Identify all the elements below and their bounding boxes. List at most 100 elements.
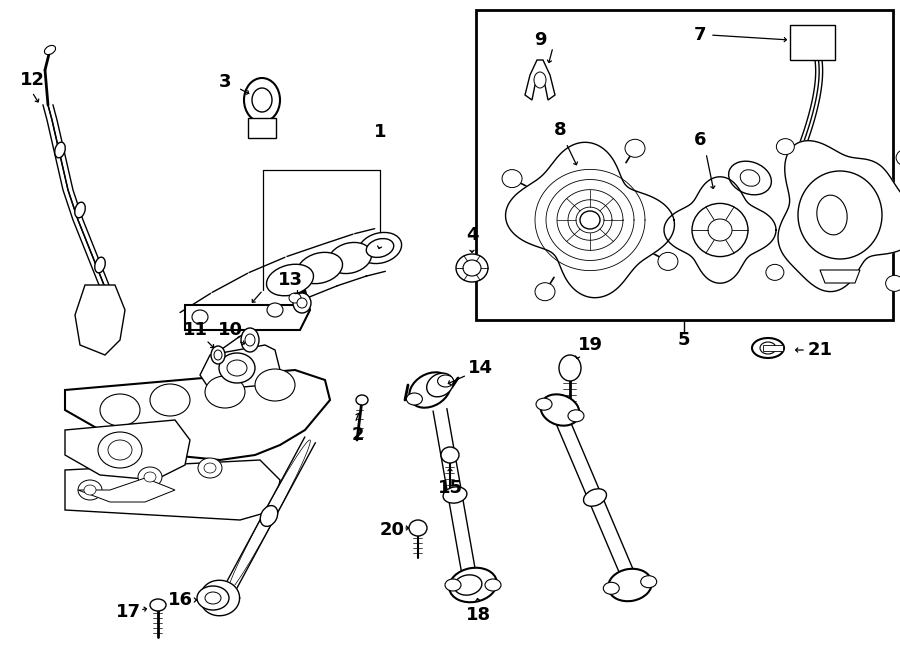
Ellipse shape bbox=[502, 169, 522, 187]
Ellipse shape bbox=[252, 88, 272, 112]
Ellipse shape bbox=[896, 150, 900, 166]
Polygon shape bbox=[506, 142, 674, 298]
Ellipse shape bbox=[244, 78, 280, 122]
Ellipse shape bbox=[198, 458, 222, 478]
Polygon shape bbox=[75, 285, 125, 355]
Ellipse shape bbox=[150, 384, 190, 416]
Text: 20: 20 bbox=[380, 521, 404, 539]
Ellipse shape bbox=[289, 293, 301, 303]
Ellipse shape bbox=[798, 171, 882, 259]
Text: 12: 12 bbox=[20, 71, 44, 89]
Text: 13: 13 bbox=[277, 271, 302, 289]
Ellipse shape bbox=[197, 586, 229, 610]
Ellipse shape bbox=[740, 169, 760, 186]
Ellipse shape bbox=[144, 472, 156, 482]
Ellipse shape bbox=[100, 394, 140, 426]
Ellipse shape bbox=[443, 487, 467, 503]
Ellipse shape bbox=[108, 440, 132, 460]
Text: 5: 5 bbox=[678, 331, 690, 349]
Ellipse shape bbox=[204, 463, 216, 473]
Ellipse shape bbox=[536, 398, 552, 410]
Ellipse shape bbox=[445, 579, 461, 591]
Ellipse shape bbox=[766, 264, 784, 281]
Ellipse shape bbox=[625, 139, 645, 158]
Ellipse shape bbox=[192, 310, 208, 324]
Ellipse shape bbox=[260, 506, 278, 526]
Polygon shape bbox=[65, 460, 280, 520]
Ellipse shape bbox=[241, 328, 259, 352]
Ellipse shape bbox=[608, 569, 652, 601]
Polygon shape bbox=[778, 140, 900, 291]
Text: 10: 10 bbox=[218, 321, 242, 339]
Ellipse shape bbox=[214, 350, 222, 360]
Ellipse shape bbox=[205, 376, 245, 408]
Ellipse shape bbox=[437, 375, 454, 387]
Ellipse shape bbox=[441, 447, 459, 463]
Ellipse shape bbox=[267, 303, 283, 317]
Ellipse shape bbox=[44, 46, 56, 54]
Polygon shape bbox=[185, 290, 310, 330]
Ellipse shape bbox=[708, 219, 732, 241]
Ellipse shape bbox=[603, 583, 619, 594]
Text: 18: 18 bbox=[465, 606, 491, 624]
Text: 1: 1 bbox=[374, 123, 386, 141]
Ellipse shape bbox=[78, 480, 102, 500]
Text: 9: 9 bbox=[534, 31, 546, 49]
Text: 21: 21 bbox=[807, 341, 833, 359]
Ellipse shape bbox=[559, 355, 581, 381]
Ellipse shape bbox=[94, 257, 105, 273]
Bar bbox=[248, 118, 276, 138]
Text: 14: 14 bbox=[467, 359, 492, 377]
Ellipse shape bbox=[886, 275, 900, 291]
Text: 15: 15 bbox=[437, 479, 463, 497]
Ellipse shape bbox=[211, 346, 225, 364]
Text: 6: 6 bbox=[694, 131, 706, 149]
Polygon shape bbox=[820, 270, 860, 283]
Ellipse shape bbox=[407, 393, 422, 405]
Ellipse shape bbox=[205, 592, 221, 604]
Ellipse shape bbox=[75, 202, 86, 218]
Ellipse shape bbox=[219, 353, 255, 383]
Ellipse shape bbox=[658, 252, 678, 270]
Ellipse shape bbox=[752, 338, 784, 358]
Text: 8: 8 bbox=[554, 121, 566, 139]
Polygon shape bbox=[65, 370, 330, 460]
Polygon shape bbox=[78, 478, 175, 502]
Polygon shape bbox=[65, 420, 190, 480]
Ellipse shape bbox=[228, 440, 310, 592]
Text: 19: 19 bbox=[578, 336, 602, 354]
Ellipse shape bbox=[454, 575, 482, 595]
Ellipse shape bbox=[463, 260, 481, 276]
Ellipse shape bbox=[777, 138, 795, 155]
Ellipse shape bbox=[485, 579, 501, 591]
Ellipse shape bbox=[138, 467, 162, 487]
Ellipse shape bbox=[541, 395, 580, 426]
Ellipse shape bbox=[534, 72, 546, 88]
Ellipse shape bbox=[568, 410, 584, 422]
Text: 17: 17 bbox=[115, 603, 140, 621]
Bar bbox=[790, 25, 835, 60]
Polygon shape bbox=[200, 345, 280, 390]
Text: 3: 3 bbox=[219, 73, 231, 91]
Ellipse shape bbox=[266, 264, 313, 296]
Ellipse shape bbox=[583, 489, 607, 506]
Ellipse shape bbox=[760, 342, 776, 354]
Text: 16: 16 bbox=[167, 591, 193, 609]
Ellipse shape bbox=[297, 298, 307, 308]
Ellipse shape bbox=[358, 232, 401, 263]
Ellipse shape bbox=[409, 520, 427, 536]
Text: 2: 2 bbox=[352, 426, 365, 444]
Ellipse shape bbox=[729, 161, 771, 195]
Polygon shape bbox=[525, 60, 555, 100]
Text: 7: 7 bbox=[694, 26, 706, 44]
Ellipse shape bbox=[84, 485, 96, 495]
Ellipse shape bbox=[427, 373, 454, 397]
Ellipse shape bbox=[535, 283, 555, 301]
Ellipse shape bbox=[449, 568, 497, 602]
Ellipse shape bbox=[641, 576, 657, 588]
Ellipse shape bbox=[356, 395, 368, 405]
Ellipse shape bbox=[410, 372, 451, 408]
Bar bbox=[476, 10, 893, 320]
Ellipse shape bbox=[328, 242, 372, 273]
Ellipse shape bbox=[692, 203, 748, 257]
